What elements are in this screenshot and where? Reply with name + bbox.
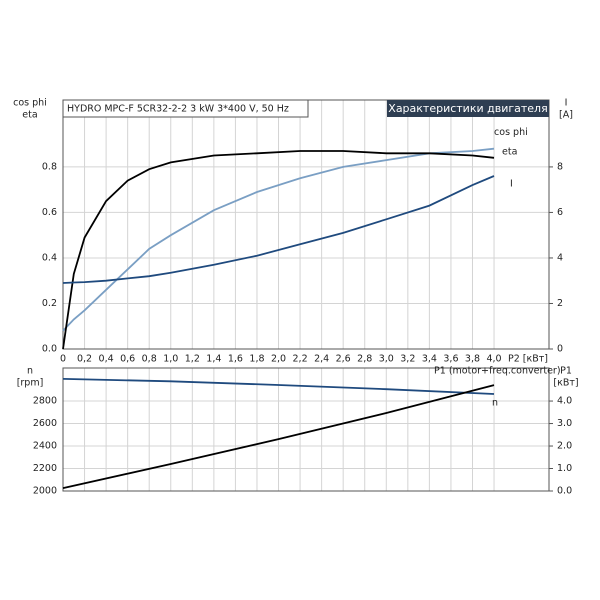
y2-axis-title: [кВт] xyxy=(553,378,578,389)
subtitle-box xyxy=(387,100,549,117)
title-box xyxy=(62,99,309,118)
curve-label: I xyxy=(510,179,513,190)
curve xyxy=(62,378,495,395)
x-tick-label: 1,0 xyxy=(163,354,178,365)
x-tick-label: 0,4 xyxy=(99,354,114,365)
x-tick-label: 4,0 xyxy=(486,354,501,365)
x-tick-label: 0,2 xyxy=(77,354,92,365)
x-tick-label: 3,0 xyxy=(379,354,394,365)
y-tick-label: 0.6 xyxy=(42,207,57,218)
x-tick-label: 2,2 xyxy=(293,354,308,365)
y-tick-label: 2600 xyxy=(33,418,57,429)
curve-label: n xyxy=(492,397,498,408)
x-axis-title: P2 [кВт] xyxy=(508,354,548,365)
y2-tick-label: 3.0 xyxy=(557,418,572,429)
x-tick-label: 3,8 xyxy=(465,354,480,365)
y-axis-title: [rpm] xyxy=(17,378,44,389)
x-tick-label: 1,8 xyxy=(249,354,264,365)
y-tick-label: 2800 xyxy=(33,395,57,406)
curve xyxy=(62,150,495,350)
y2-tick-label: 4.0 xyxy=(557,396,572,407)
x-tick-label: 3,2 xyxy=(400,354,415,365)
y-tick-label: 0.4 xyxy=(42,252,57,263)
y-tick-label: 2200 xyxy=(33,463,57,474)
y-tick-label: 0.2 xyxy=(42,298,57,309)
x-tick-label: 0 xyxy=(60,354,66,365)
y2-tick-label: 0 xyxy=(557,344,563,355)
curve xyxy=(62,175,495,284)
y2-tick-label: 6 xyxy=(557,207,563,218)
y-tick-label: 0.0 xyxy=(42,344,57,355)
y-axis-title: cos phi xyxy=(13,98,47,109)
curve xyxy=(62,147,495,332)
y2-tick-label: 4 xyxy=(557,252,563,263)
y-axis-title: n xyxy=(27,366,33,377)
x-tick-label: 1,2 xyxy=(185,354,200,365)
x-tick-label: 1,4 xyxy=(206,354,221,365)
y2-axis-title: P1 xyxy=(560,366,572,377)
y-tick-label: 0.8 xyxy=(42,161,57,172)
y2-tick-label: 8 xyxy=(557,161,563,172)
curve-label: P1 (motor+freq.converter) xyxy=(434,366,561,377)
plot-frame xyxy=(62,367,550,492)
y-tick-label: 2000 xyxy=(33,486,57,497)
x-tick-label: 3,6 xyxy=(443,354,458,365)
x-tick-label: 1,6 xyxy=(228,354,243,365)
y2-tick-label: 0.0 xyxy=(557,486,572,497)
x-tick-label: 0,8 xyxy=(142,354,157,365)
y2-axis-title: [A] xyxy=(559,110,573,121)
y2-axis-title: I xyxy=(565,98,568,109)
x-tick-label: 0,6 xyxy=(120,354,135,365)
x-tick-label: 2,0 xyxy=(271,354,286,365)
curve-label: eta xyxy=(502,146,517,157)
curve xyxy=(62,384,495,489)
x-tick-label: 3,4 xyxy=(422,354,437,365)
x-tick-label: 2,6 xyxy=(336,354,351,365)
chart-title: HYDRO MPC-F 5CR32-2-2 3 kW 3*400 V, 50 H… xyxy=(67,104,289,115)
y-tick-label: 2400 xyxy=(33,440,57,451)
curve-label: cos phi xyxy=(494,127,528,138)
y2-tick-label: 1.0 xyxy=(557,463,572,474)
chart-subtitle: Характеристики двигателя xyxy=(388,102,547,115)
x-tick-label: 2,8 xyxy=(357,354,372,365)
y2-tick-label: 2.0 xyxy=(557,441,572,452)
y-axis-title: eta xyxy=(22,110,37,121)
x-tick-label: 2,4 xyxy=(314,354,329,365)
y2-tick-label: 2 xyxy=(557,298,563,309)
